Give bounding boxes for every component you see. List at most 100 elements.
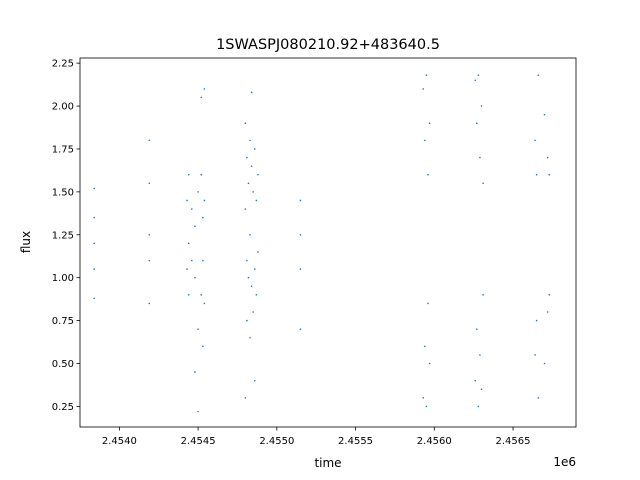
- data-point: [244, 208, 247, 210]
- data-point: [244, 397, 247, 399]
- data-point: [249, 336, 251, 339]
- data-point: [246, 156, 248, 159]
- data-point: [534, 354, 536, 356]
- data-point: [422, 88, 425, 90]
- data-point: [250, 165, 253, 167]
- data-point: [202, 345, 204, 348]
- data-points: [93, 74, 551, 413]
- data-point: [202, 259, 204, 262]
- data-point: [476, 328, 478, 330]
- data-point: [93, 268, 95, 270]
- data-point: [197, 410, 199, 413]
- data-point: [482, 182, 484, 185]
- data-point: [474, 79, 477, 82]
- data-point: [425, 74, 428, 76]
- data-point: [148, 182, 151, 185]
- data-point: [299, 233, 302, 236]
- data-point: [200, 96, 203, 99]
- data-point: [244, 122, 247, 125]
- y-tick-label: 1.00: [52, 273, 74, 284]
- data-point: [250, 285, 253, 288]
- data-point: [257, 251, 259, 253]
- data-point: [186, 199, 188, 202]
- data-point: [93, 242, 95, 245]
- data-point: [299, 199, 302, 202]
- data-point: [427, 302, 429, 305]
- data-point: [253, 148, 256, 150]
- data-point: [537, 397, 540, 399]
- data-point: [247, 276, 250, 279]
- data-point: [479, 354, 481, 356]
- x-tick-label: 2.4540: [102, 436, 137, 447]
- data-point: [148, 233, 151, 236]
- data-point: [535, 173, 538, 176]
- data-point: [202, 216, 204, 219]
- x-tick-label: 2.4560: [417, 436, 452, 447]
- data-point: [249, 139, 251, 142]
- data-point: [93, 187, 95, 190]
- data-point: [253, 379, 256, 382]
- data-point: [427, 173, 429, 176]
- data-point: [548, 173, 551, 176]
- data-point: [203, 199, 206, 202]
- data-point: [479, 156, 481, 159]
- data-point: [543, 113, 546, 116]
- data-point: [543, 362, 546, 365]
- y-tick-label: 0.75: [52, 316, 74, 327]
- y-tick-label: 0.25: [52, 402, 74, 413]
- data-point: [476, 122, 478, 125]
- data-point: [546, 156, 549, 159]
- x-axis-label: time: [314, 456, 341, 470]
- data-point: [246, 319, 248, 322]
- data-point: [148, 259, 151, 262]
- data-point: [200, 173, 203, 176]
- data-point: [252, 191, 255, 193]
- data-point: [252, 311, 255, 313]
- y-tick-label: 1.50: [52, 187, 74, 198]
- data-point: [93, 297, 95, 300]
- data-point: [534, 139, 536, 142]
- x-tick-label: 2.4545: [181, 436, 216, 447]
- data-point: [191, 208, 193, 210]
- data-point: [299, 328, 302, 330]
- y-axis: 0.25 0.50 0.75 1.00 1.25 1.50 1.75 2.00 2.25: [52, 59, 80, 413]
- x-tick-label: 2.4555: [338, 436, 373, 447]
- x-tick-label: 2.4565: [496, 436, 531, 447]
- x-axis: 2.4540 2.4545 2.4550 2.4555 2.4560 2.4565: [102, 427, 531, 447]
- y-tick-label: 1.75: [52, 144, 74, 155]
- data-point: [428, 122, 431, 125]
- data-point: [246, 259, 248, 262]
- data-point: [197, 328, 199, 330]
- data-point: [428, 362, 431, 365]
- data-point: [537, 74, 540, 76]
- data-point: [187, 294, 190, 296]
- data-point: [186, 268, 188, 270]
- data-point: [191, 259, 193, 262]
- data-point: [480, 388, 483, 391]
- data-point: [257, 173, 259, 176]
- y-tick-label: 2.00: [52, 102, 74, 113]
- y-axis-label: flux: [19, 231, 33, 253]
- data-point: [477, 405, 480, 408]
- data-point: [249, 233, 251, 236]
- x-tick-label: 2.4550: [259, 436, 294, 447]
- data-point: [187, 242, 190, 245]
- data-point: [93, 216, 95, 219]
- data-point: [299, 268, 302, 270]
- data-point: [255, 199, 258, 202]
- chart-title: 1SWASPJ080210.92+483640.5: [216, 37, 440, 53]
- data-point: [546, 311, 549, 313]
- data-point: [194, 371, 196, 373]
- data-point: [194, 225, 196, 227]
- y-tick-label: 2.25: [52, 59, 74, 70]
- data-point: [480, 105, 483, 107]
- x-axis-offset-label: 1e6: [553, 455, 576, 469]
- data-point: [247, 182, 250, 185]
- y-tick-label: 1.25: [52, 230, 74, 241]
- data-point: [203, 302, 206, 305]
- data-point: [422, 397, 425, 399]
- data-point: [197, 191, 199, 193]
- data-point: [250, 91, 253, 94]
- data-point: [187, 173, 190, 176]
- data-point: [253, 268, 256, 270]
